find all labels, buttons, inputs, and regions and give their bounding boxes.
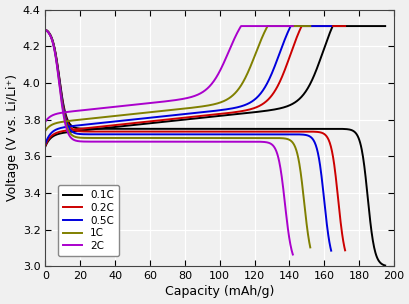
2C xyxy=(200,90,205,94)
0.5C xyxy=(61,126,65,129)
0.5C xyxy=(288,24,292,28)
0.2C xyxy=(270,92,274,96)
0.2C xyxy=(225,111,229,115)
0.1C xyxy=(382,24,387,28)
Y-axis label: Voltage (V vs. Li/Li⁺): Voltage (V vs. Li/Li⁺) xyxy=(6,74,18,202)
1C xyxy=(211,102,216,106)
Line: 0.5C: 0.5C xyxy=(45,26,330,143)
Line: 2C: 2C xyxy=(45,26,292,122)
1C xyxy=(307,24,312,28)
2C xyxy=(256,24,261,28)
0.2C xyxy=(342,24,347,28)
0.1C xyxy=(64,130,69,134)
1C xyxy=(243,74,248,78)
2C xyxy=(238,24,243,28)
2C xyxy=(43,120,48,123)
2C xyxy=(193,94,198,97)
1C xyxy=(43,129,48,133)
1C xyxy=(196,105,201,109)
0.5C xyxy=(209,109,213,113)
0.1C xyxy=(335,24,340,28)
1C xyxy=(59,120,64,124)
0.2C xyxy=(233,110,238,114)
0.2C xyxy=(299,24,304,28)
0.1C xyxy=(240,112,245,115)
0.2C xyxy=(301,24,306,28)
Line: 1C: 1C xyxy=(45,26,310,131)
1C xyxy=(265,24,270,28)
0.1C xyxy=(43,144,48,148)
0.2C xyxy=(43,143,48,147)
2C xyxy=(58,111,63,115)
X-axis label: Capacity (mAh/g): Capacity (mAh/g) xyxy=(164,285,274,299)
0.1C xyxy=(300,93,305,97)
0.5C xyxy=(216,109,221,112)
0.5C xyxy=(259,90,264,93)
0.2C xyxy=(216,112,221,116)
Legend: 0.1C, 0.2C, 0.5C, 1C, 2C: 0.1C, 0.2C, 0.5C, 1C, 2C xyxy=(58,185,119,256)
Line: 0.1C: 0.1C xyxy=(45,26,384,146)
Line: 0.2C: 0.2C xyxy=(45,26,344,145)
1C xyxy=(203,104,208,108)
0.2C xyxy=(61,129,66,133)
0.1C xyxy=(259,109,264,113)
0.5C xyxy=(43,142,48,145)
2C xyxy=(290,24,294,28)
2C xyxy=(186,96,191,99)
0.5C xyxy=(328,24,333,28)
1C xyxy=(271,24,276,28)
0.1C xyxy=(330,24,335,28)
0.1C xyxy=(249,111,254,114)
0.5C xyxy=(225,107,229,111)
2C xyxy=(230,40,235,43)
0.5C xyxy=(289,24,294,28)
